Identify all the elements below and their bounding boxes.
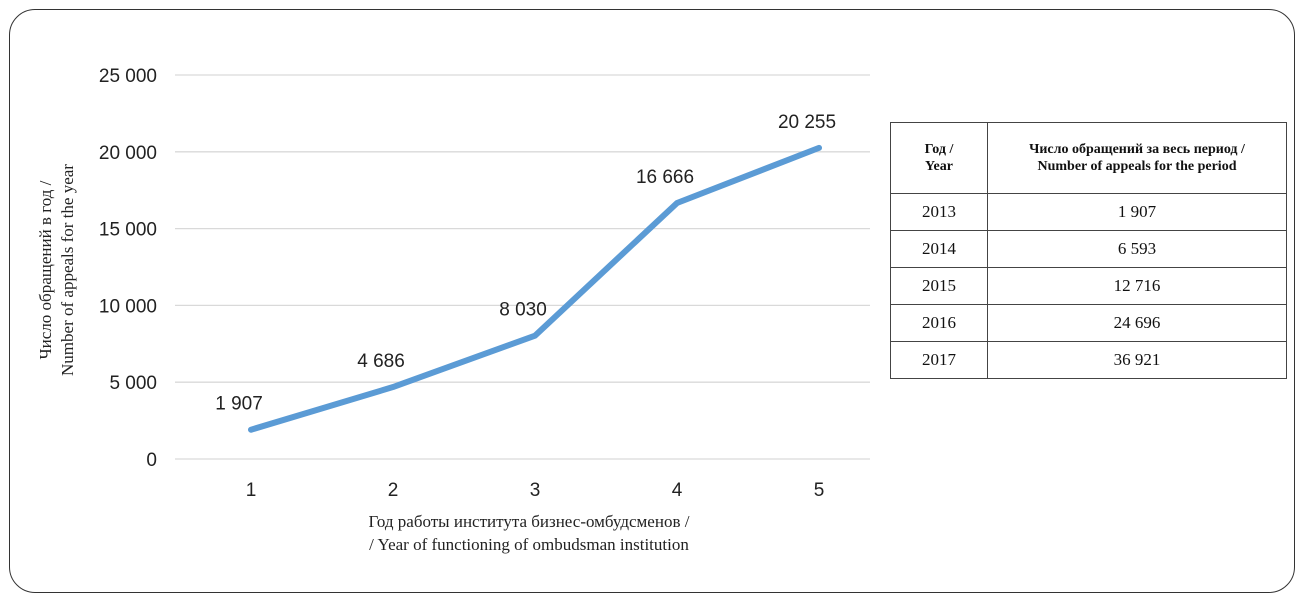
y-tick-label: 0 bbox=[146, 450, 157, 471]
header-year-line2: Year bbox=[925, 159, 953, 174]
x-tick-label: 1 bbox=[246, 480, 257, 501]
series bbox=[248, 144, 822, 433]
cell-count: 6 593 bbox=[987, 230, 1287, 268]
table-row: 2017 36 921 bbox=[890, 341, 1287, 379]
y-tick-labels: 0 5 000 10 000 15 000 20 000 25 000 bbox=[99, 66, 157, 471]
header-year-line1: Год / bbox=[924, 142, 954, 157]
x-tick-labels: 1 2 3 4 5 bbox=[246, 480, 825, 501]
y-tick-label: 5 000 bbox=[109, 373, 157, 394]
cell-year: 2014 bbox=[890, 230, 988, 268]
y-tick-label: 15 000 bbox=[99, 220, 157, 241]
x-tick-label: 3 bbox=[530, 480, 541, 501]
header-count: Число обращений за весь период / Number … bbox=[987, 122, 1287, 194]
cell-year: 2015 bbox=[890, 267, 988, 305]
gridlines bbox=[175, 74, 870, 460]
cell-year: 2016 bbox=[890, 304, 988, 342]
cell-count: 36 921 bbox=[987, 341, 1287, 379]
header-count-line1: Число обращений за весь период / bbox=[1029, 142, 1245, 157]
y-tick-label: 10 000 bbox=[99, 296, 157, 317]
x-axis-title-line2: / Year of functioning of ombudsman insti… bbox=[369, 535, 689, 554]
figure-frame bbox=[9, 9, 1295, 593]
y-axis-title-line1: Число обращений в год / bbox=[36, 180, 55, 359]
data-label: 20 255 bbox=[778, 112, 836, 133]
data-label: 1 907 bbox=[215, 394, 263, 415]
appeals-summary-table: Год / Year Число обращений за весь перио… bbox=[890, 122, 1287, 379]
data-label: 16 666 bbox=[636, 167, 694, 188]
table-header-row: Год / Year Число обращений за весь перио… bbox=[890, 122, 1287, 194]
x-tick-label: 4 bbox=[672, 480, 683, 501]
data-label: 8 030 bbox=[499, 300, 547, 321]
y-tick-label: 20 000 bbox=[99, 143, 157, 164]
x-axis-title-line1: Год работы института бизнес-омбудсменов … bbox=[369, 512, 690, 531]
y-axis-title-line2: Number of appeals for the year bbox=[58, 164, 77, 376]
header-count-line2: Number of appeals for the period bbox=[1037, 159, 1237, 174]
data-label: 4 686 bbox=[357, 351, 405, 372]
cell-year: 2013 bbox=[890, 193, 988, 231]
header-year: Год / Year bbox=[890, 122, 988, 194]
y-tick-label: 25 000 bbox=[99, 66, 157, 87]
cell-year: 2017 bbox=[890, 341, 988, 379]
table-row: 2014 6 593 bbox=[890, 230, 1287, 268]
x-tick-label: 2 bbox=[388, 480, 399, 501]
table-row: 2016 24 696 bbox=[890, 304, 1287, 342]
data-labels: 1 907 4 686 8 030 16 666 20 255 bbox=[215, 112, 836, 415]
cell-count: 12 716 bbox=[987, 267, 1287, 305]
x-tick-label: 5 bbox=[814, 480, 825, 501]
series-line bbox=[248, 144, 822, 433]
cell-count: 24 696 bbox=[987, 304, 1287, 342]
cell-count: 1 907 bbox=[987, 193, 1287, 231]
table-row: 2015 12 716 bbox=[890, 267, 1287, 305]
table-row: 2013 1 907 bbox=[890, 193, 1287, 231]
